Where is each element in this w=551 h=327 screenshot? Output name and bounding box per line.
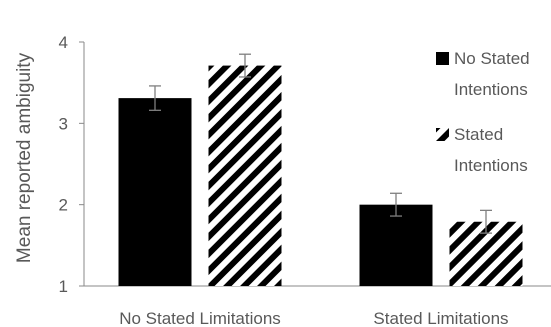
y-axis-title: Mean reported ambiguity: [14, 52, 35, 263]
legend-label-no-stated-intentions-line1: No Stated: [454, 49, 530, 68]
y-tick-label: 1: [59, 277, 68, 296]
legend-label-stated-intentions-line2: Intentions: [454, 156, 528, 175]
y-tick-label: 2: [59, 196, 68, 215]
bar-stated-intentions-0: [208, 65, 282, 286]
plot-area: 1 2 3 4 No Stated Limitations Stated Limitati…: [59, 33, 551, 327]
x-category-label: No Stated Limitations: [119, 309, 281, 327]
legend-swatch-stated-intentions: [436, 128, 449, 141]
legend-label-stated-intentions-line1: Stated: [454, 125, 503, 144]
legend-label-no-stated-intentions-line2: Intentions: [454, 80, 528, 99]
y-tick-label: 4: [59, 33, 68, 52]
bar-no-stated-intentions-0: [118, 98, 192, 287]
x-category-label: Stated Limitations: [373, 309, 508, 327]
bar-no-stated-intentions-1: [359, 204, 433, 286]
legend: No Stated Intentions Stated Intentions: [436, 49, 530, 175]
y-tick-label: 3: [59, 114, 68, 133]
legend-swatch-no-stated-intentions: [436, 52, 449, 65]
